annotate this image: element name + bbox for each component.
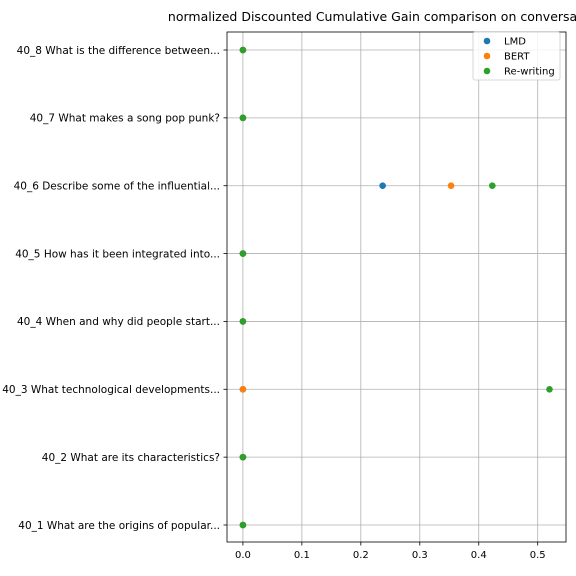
plot-points — [239, 46, 553, 529]
data-point — [239, 453, 247, 461]
data-point — [489, 182, 496, 190]
data-point — [239, 250, 247, 257]
legend-box — [472, 31, 561, 81]
legend-label: Re-writing — [504, 67, 555, 78]
legend-marker — [483, 67, 491, 75]
legend: LMD BERT Re-writing — [472, 31, 561, 81]
y-tick-label: 40_3 What technological developments... — [2, 384, 220, 396]
x-tick-label: 0.3 — [412, 550, 428, 561]
x-tick-label: 0.1 — [294, 550, 310, 561]
data-point — [239, 318, 247, 325]
data-point — [239, 114, 247, 122]
legend-label: LMD — [504, 37, 526, 48]
legend-marker — [483, 37, 491, 45]
y-tick-label: 40_6 Describe some of the influential... — [14, 181, 220, 193]
x-tick-label: 0.2 — [353, 550, 369, 561]
data-point — [239, 46, 247, 54]
y-tick-label: 40_2 What are its characteristics? — [42, 452, 220, 464]
data-point — [447, 182, 455, 190]
legend-marker — [483, 52, 491, 60]
y-tick-label: 40_8 What is the difference between... — [17, 45, 220, 57]
y-tick-label: 40_5 How has it been integrated into... — [15, 248, 220, 260]
plot-area — [226, 31, 567, 543]
data-point — [239, 521, 247, 529]
x-tick-label: 0.0 — [235, 550, 251, 561]
legend-label: BERT — [504, 52, 530, 63]
y-tick-label: 40_7 What makes a song pop punk? — [30, 113, 220, 125]
x-tick-label: 0.4 — [471, 550, 487, 561]
chart-title: normalized Discounted Cumulative Gain co… — [168, 9, 576, 24]
y-tick-label: 40_4 When and why did people start... — [17, 316, 220, 328]
data-point — [239, 385, 247, 393]
data-point — [379, 182, 386, 190]
y-tick-label: 40_1 What are the origins of popular... — [18, 520, 220, 532]
y-axis: 40_1 What are the origins of popular... 4… — [2, 45, 227, 532]
data-point — [546, 385, 553, 393]
x-axis: 0.0 0.1 0.2 0.3 0.4 0.5 — [235, 542, 546, 561]
x-tick-label: 0.5 — [530, 550, 546, 561]
